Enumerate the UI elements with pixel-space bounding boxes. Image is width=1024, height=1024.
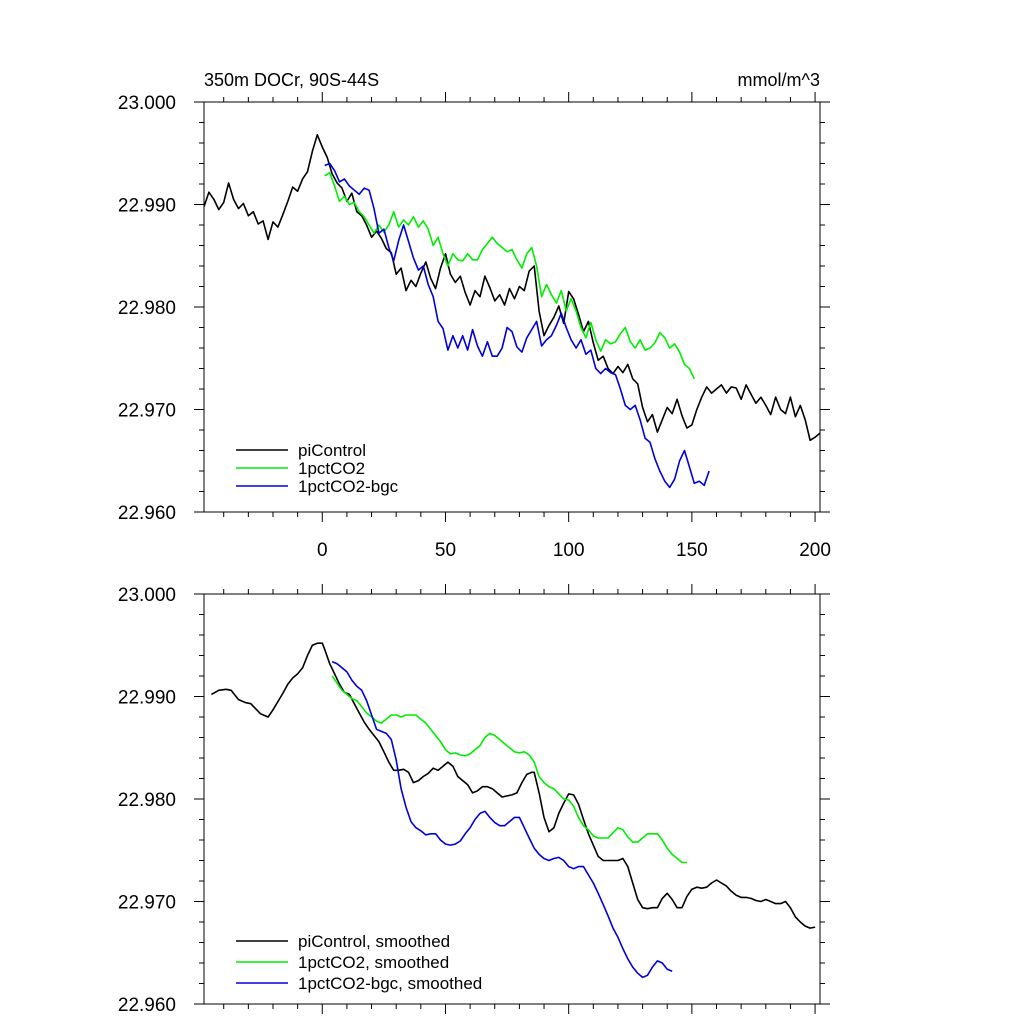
y-tick-label: 22.960 bbox=[118, 503, 176, 524]
series-line-1pctco2-bgc-smoothed bbox=[331, 660, 673, 979]
y-tick-label: 22.990 bbox=[118, 688, 176, 709]
y-tick-label: 22.970 bbox=[118, 893, 176, 914]
units-label: mmol/m^3 bbox=[738, 70, 820, 90]
x-tick-label: 150 bbox=[676, 540, 708, 561]
y-tick-label: 23.000 bbox=[118, 93, 176, 114]
legend-label: piControl, smoothed bbox=[298, 932, 450, 951]
legend-label: 1pctCO2 bbox=[298, 459, 365, 478]
y-tick-label: 23.000 bbox=[118, 585, 176, 606]
legend-label: piControl bbox=[298, 441, 366, 460]
plot-frame bbox=[203, 101, 821, 513]
series-line-1pctco2 bbox=[324, 171, 696, 380]
series-line-1pctco2-smoothed bbox=[331, 675, 687, 864]
y-tick-label: 22.980 bbox=[118, 298, 176, 319]
series-line-picontrol bbox=[204, 134, 820, 442]
legend-label: 1pctCO2, smoothed bbox=[298, 953, 449, 972]
bottom-panel: 22.960 22.970 22.980 22.990 23.000 piControl,… bbox=[118, 584, 830, 1016]
x-tick-label: 100 bbox=[553, 540, 585, 561]
top-panel: 0 50 100 150 200 22.960 22.970 22.980 22.990 23.0… bbox=[118, 70, 831, 561]
legend-label: 1pctCO2-bgc, smoothed bbox=[298, 974, 482, 993]
y-tick-label: 22.980 bbox=[118, 790, 176, 811]
chart-title: 350m DOCr, 90S-44S bbox=[204, 70, 379, 90]
x-tick-label: 200 bbox=[799, 540, 831, 561]
y-tick-label: 22.990 bbox=[118, 196, 176, 217]
legend-label: 1pctCO2-bgc bbox=[298, 477, 399, 496]
series-line-1pctco2-bgc bbox=[324, 162, 710, 489]
x-tick-label: 50 bbox=[435, 540, 456, 561]
y-tick-label: 22.960 bbox=[118, 995, 176, 1016]
plot-frame bbox=[203, 593, 821, 1005]
y-tick-label: 22.970 bbox=[118, 401, 176, 422]
series-line-picontrol-smoothed bbox=[211, 642, 816, 929]
x-tick-label: 0 bbox=[317, 540, 328, 561]
